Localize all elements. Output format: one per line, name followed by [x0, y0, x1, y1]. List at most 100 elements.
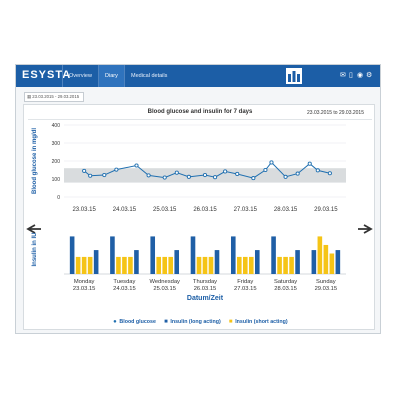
date-label: 26.03.15	[194, 286, 217, 292]
insulin-bar[interactable]	[317, 236, 323, 274]
glucose-point[interactable]	[327, 171, 332, 176]
glucose-point[interactable]	[283, 174, 288, 179]
chart-panel-date-range: 23.03.2015 to 29.03.2015	[307, 110, 364, 116]
insulin-bar[interactable]	[335, 250, 341, 274]
date-label: 29.03.15	[315, 286, 338, 292]
glucose-point[interactable]	[235, 171, 240, 177]
insulin-bar[interactable]	[174, 250, 180, 274]
insulin-bar[interactable]	[271, 236, 276, 274]
glucose-point[interactable]	[174, 170, 179, 175]
insulin-bar[interactable]	[110, 236, 115, 274]
glucose-y-ticks: 0 100 200 300 400	[52, 123, 61, 201]
insulin-bar[interactable]	[75, 256, 81, 274]
user-group-icon[interactable]	[286, 68, 302, 84]
glucose-point[interactable]	[114, 167, 119, 172]
insulin-bar[interactable]	[156, 256, 162, 274]
weekday-label: Tuesday	[113, 279, 135, 285]
glucose-point[interactable]	[213, 175, 218, 180]
glucose-point[interactable]	[186, 174, 191, 179]
insulin-bar[interactable]	[283, 256, 288, 274]
date-filter-row: ▦ 23.03.2015 - 29.03.2015	[22, 91, 376, 102]
legend-label: Insulin (short acting)	[235, 319, 288, 325]
insulin-bar[interactable]	[248, 256, 254, 274]
glucose-grid	[64, 124, 346, 198]
app-window: ESYSTA Overview Diary Medical details ✉ …	[15, 64, 381, 334]
insulin-bar[interactable]	[93, 250, 99, 274]
insulin-axis-label: Insulin in IU	[32, 233, 38, 267]
prev-week-arrow[interactable]	[26, 224, 41, 234]
glucose-point[interactable]	[88, 173, 93, 178]
glucose-point[interactable]	[202, 172, 208, 178]
insulin-bar[interactable]	[134, 250, 139, 274]
nav-overview[interactable]: Overview	[62, 65, 98, 87]
y-tick-label: 100	[52, 177, 61, 183]
glucose-point[interactable]	[223, 169, 228, 174]
help-icon[interactable]: ◉	[357, 72, 364, 79]
weekday-label: Friday	[237, 279, 253, 285]
insulin-bar[interactable]	[128, 256, 133, 274]
legend-label: Insulin (long acting)	[170, 319, 221, 325]
chart-panel-title: Blood glucose and insulin for 7 days	[147, 109, 253, 115]
glucose-point[interactable]	[146, 173, 151, 178]
glucose-point[interactable]	[82, 168, 87, 173]
next-week-arrow[interactable]	[358, 224, 373, 234]
settings-icon[interactable]: ⚙	[366, 72, 373, 79]
weekday-label: Wednesday	[149, 279, 180, 285]
insulin-bar[interactable]	[150, 236, 156, 274]
insulin-bar[interactable]	[122, 256, 127, 274]
glucose-point[interactable]	[102, 172, 107, 178]
y-tick-label: 200	[52, 159, 61, 165]
insulin-bar[interactable]	[196, 256, 202, 274]
glucose-point[interactable]	[251, 176, 256, 181]
chart-legend: ● Blood glucose ■ Insulin (long acting) ■ I…	[24, 319, 376, 325]
x-tick-label: 29.03.15	[314, 207, 338, 213]
glucose-point[interactable]	[295, 171, 300, 176]
glucose-point[interactable]	[162, 175, 167, 180]
glucose-point[interactable]	[269, 160, 274, 165]
insulin-bar[interactable]	[116, 256, 121, 274]
date-range-picker[interactable]: ▦ 23.03.2015 - 29.03.2015	[24, 92, 85, 102]
legend-insulin-long[interactable]: ■ Insulin (long acting)	[163, 319, 221, 325]
insulin-bar[interactable]	[69, 236, 75, 274]
nav-medical-details[interactable]: Medical details	[124, 65, 176, 87]
insulin-bar[interactable]	[289, 256, 294, 274]
glucose-point[interactable]	[134, 163, 139, 168]
insulin-bar[interactable]	[329, 253, 335, 275]
insulin-bar[interactable]	[277, 256, 282, 274]
insulin-bar[interactable]	[208, 256, 214, 274]
phone-icon[interactable]: ▯	[349, 72, 353, 79]
insulin-bar[interactable]	[202, 256, 208, 274]
insulin-bar[interactable]	[295, 250, 300, 274]
insulin-bar[interactable]	[254, 250, 260, 274]
panel-divider	[28, 119, 372, 120]
chart-panel: Blood glucose and insulin for 7 days 23.…	[23, 104, 375, 330]
insulin-bar[interactable]	[168, 256, 174, 274]
glucose-point[interactable]	[263, 167, 268, 173]
insulin-bars	[69, 236, 341, 275]
y-tick-label: 300	[52, 141, 61, 147]
insulin-bar[interactable]	[87, 256, 93, 274]
x-tick-label: 28.03.15	[274, 207, 298, 213]
insulin-bar[interactable]	[230, 236, 236, 274]
insulin-bar[interactable]	[214, 250, 220, 274]
insulin-bar[interactable]	[236, 256, 242, 274]
legend-label: Blood glucose	[119, 319, 156, 325]
date-label: 23.03.15	[73, 286, 96, 292]
brand-logo: ESYSTA	[22, 69, 72, 81]
legend-line-marker-icon: ●	[113, 319, 117, 325]
y-tick-label: 0	[57, 195, 60, 201]
insulin-bar[interactable]	[81, 256, 87, 274]
insulin-bar[interactable]	[190, 236, 196, 274]
glucose-point[interactable]	[307, 161, 312, 166]
date-label: 27.03.15	[234, 286, 257, 292]
insulin-bar[interactable]	[162, 256, 168, 274]
glucose-point[interactable]	[315, 168, 320, 173]
nav-diary[interactable]: Diary	[98, 65, 124, 87]
legend-blood-glucose[interactable]: ● Blood glucose	[112, 319, 156, 325]
insulin-bar[interactable]	[311, 250, 317, 274]
legend-insulin-short[interactable]: ■ Insulin (short acting)	[228, 319, 288, 325]
insulin-bar[interactable]	[242, 256, 248, 274]
mail-icon[interactable]: ✉	[340, 72, 346, 79]
insulin-bar[interactable]	[323, 244, 329, 274]
